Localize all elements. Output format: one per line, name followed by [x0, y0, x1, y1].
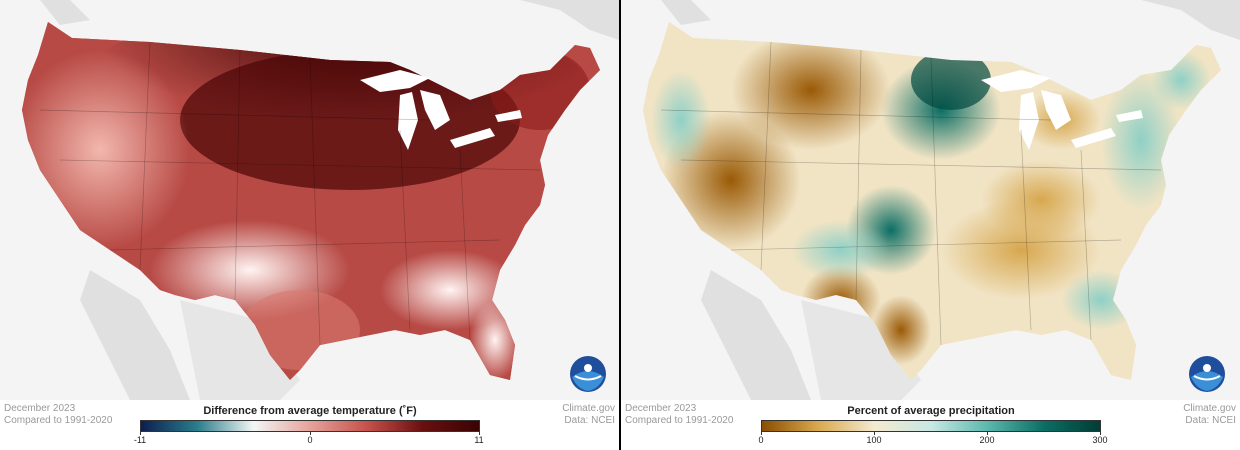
- temperature-footer-right: Climate.gov Data: NCEI: [562, 403, 615, 427]
- precipitation-footer-left: December 2023 Compared to 1991-2020: [625, 403, 733, 427]
- precipitation-data-credit: Data: NCEI: [1185, 415, 1236, 426]
- precipitation-tick-label: 200: [979, 435, 995, 445]
- precipitation-date: December 2023: [625, 403, 697, 414]
- temperature-tick-label: 11: [474, 435, 484, 445]
- precipitation-map: [621, 0, 1240, 400]
- temperature-source: Climate.gov: [562, 403, 615, 414]
- precipitation-panel: December 2023 Compared to 1991-2020 Clim…: [621, 0, 1240, 450]
- temperature-panel: December 2023 Compared to 1991-2020 Clim…: [0, 0, 619, 450]
- precipitation-tick-mark: [761, 432, 762, 435]
- precipitation-baseline: Compared to 1991-2020: [625, 415, 734, 426]
- temperature-tick-mark: [310, 432, 311, 435]
- precipitation-map-svg: [621, 0, 1240, 400]
- temperature-tick-label: -11: [133, 435, 147, 445]
- temperature-legend-title: Difference from average temperature (˚F): [203, 405, 417, 417]
- precipitation-tick-label: 100: [866, 435, 882, 445]
- temperature-tick-label: 0: [307, 435, 313, 445]
- temperature-data-credit: Data: NCEI: [564, 415, 615, 426]
- precipitation-source: Climate.gov: [1183, 403, 1236, 414]
- precipitation-legend-title: Percent of average precipitation: [847, 405, 1015, 417]
- precipitation-tick-mark: [987, 432, 988, 435]
- temperature-date: December 2023: [4, 403, 76, 414]
- temperature-tick-mark: [479, 432, 480, 435]
- precipitation-legend-bar: [761, 420, 1101, 432]
- precipitation-tick-label: 300: [1092, 435, 1108, 445]
- noaa-logo-icon: [570, 356, 606, 392]
- temperature-map-svg: [0, 0, 619, 400]
- panel-divider: [619, 0, 621, 450]
- noaa-logo-icon: [1189, 356, 1225, 392]
- precipitation-tick-mark: [1100, 432, 1101, 435]
- temperature-baseline: Compared to 1991-2020: [4, 415, 113, 426]
- precipitation-footer-right: Climate.gov Data: NCEI: [1183, 403, 1236, 427]
- precipitation-tick-label: 0: [758, 435, 764, 445]
- precipitation-tick-mark: [874, 432, 875, 435]
- temperature-tick-mark: [140, 432, 141, 435]
- temperature-footer-left: December 2023 Compared to 1991-2020: [4, 403, 112, 427]
- temperature-map: [0, 0, 619, 400]
- temperature-legend-bar: [140, 420, 480, 432]
